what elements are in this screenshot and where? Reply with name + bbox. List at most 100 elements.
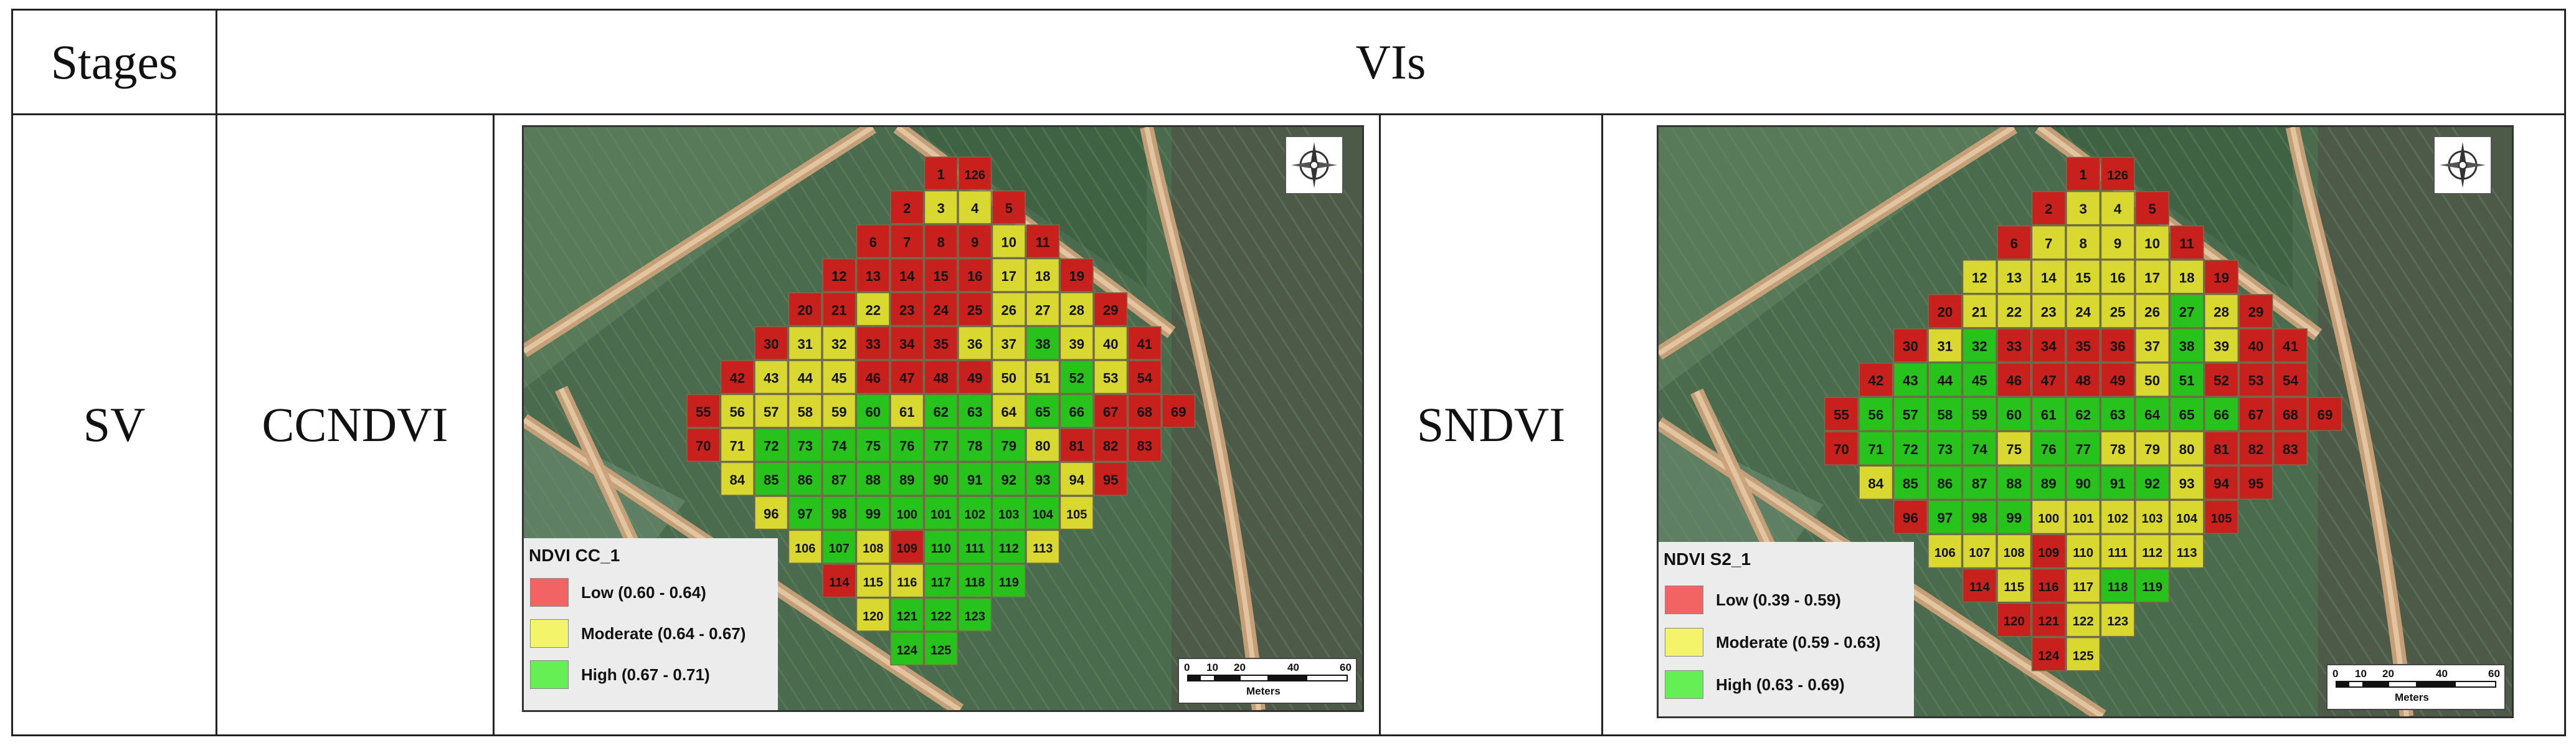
plot-cell [1997, 294, 2032, 328]
plot-cell [1859, 363, 1893, 397]
plot-cell [992, 529, 1026, 564]
plot-cell [958, 597, 992, 632]
plot-label: 62 [2075, 407, 2091, 423]
plot-label: 96 [764, 506, 779, 521]
plot-label: 71 [1868, 442, 1883, 457]
dirt-road-center [1659, 127, 2015, 356]
plot-label: 14 [2041, 270, 2057, 285]
plot-cell [2100, 156, 2135, 191]
plot-label: 52 [2214, 373, 2229, 389]
plot-label: 3 [937, 201, 945, 216]
plot-label: 22 [866, 302, 881, 318]
plot-label: 22 [2006, 305, 2022, 320]
plot-cell [788, 462, 822, 496]
plot-label: 83 [2283, 442, 2298, 457]
plot-cell [1962, 568, 1997, 603]
plot-cell [992, 292, 1026, 326]
plot-label: 123 [965, 610, 985, 624]
plot-label: 94 [2214, 476, 2229, 491]
plot-cell [2066, 191, 2101, 225]
plot-label: 7 [2045, 235, 2052, 251]
plot-label: 36 [2110, 339, 2126, 354]
plot-cell [2135, 568, 2170, 603]
plot-label: 81 [2214, 442, 2229, 457]
plot-label: 40 [1103, 336, 1118, 352]
plot-label: 24 [934, 302, 949, 318]
plot-cell [890, 564, 924, 598]
plot-cell [1962, 465, 1997, 500]
plot-label: 46 [2006, 373, 2022, 389]
orchard-row [1250, 127, 1362, 302]
plot-cell [788, 360, 822, 394]
plot-cell [2031, 637, 2066, 671]
plot-cell [2169, 431, 2204, 465]
plot-cell [890, 529, 924, 564]
plot-label: 54 [1137, 370, 1153, 386]
plot-label: 49 [2110, 373, 2126, 389]
column-divider-3 [1379, 113, 1381, 736]
plot-label: 42 [730, 370, 745, 386]
field-north [2052, 127, 2293, 291]
plot-label: 62 [934, 404, 949, 420]
sndvi-legend: NDVI S2_1 Low (0.39 - 0.59) Moderate (0.… [1659, 542, 1914, 716]
plot-label: 4 [971, 201, 979, 216]
plot-cell [1059, 428, 1094, 462]
plot-label: 122 [930, 610, 951, 624]
dirt-road-center [2290, 127, 2410, 716]
plot-cell [2031, 294, 2066, 328]
plot-cell [1928, 328, 1963, 363]
plot-label: 58 [1937, 407, 1953, 423]
plot-cell [2031, 568, 2066, 603]
plot-cell [1997, 397, 2032, 431]
plot-cell [2204, 397, 2239, 431]
plot-label: 75 [2006, 442, 2022, 457]
plot-cell [754, 360, 788, 394]
plot-cell [992, 564, 1026, 598]
plot-cell [822, 258, 856, 292]
plot-label: 93 [1035, 472, 1050, 488]
plot-label: 97 [1937, 510, 1953, 526]
plot-cell [2169, 294, 2204, 328]
scale-tick: 0 [2332, 668, 2339, 680]
plot-cell [992, 496, 1026, 530]
plot-cell [2066, 294, 2101, 328]
plot-cell [890, 496, 924, 530]
orchard-row [1128, 127, 1362, 493]
plot-cell [1928, 397, 1963, 431]
scale-tick: 20 [2382, 668, 2394, 680]
plot-cell [2066, 397, 2101, 431]
plot-label: 115 [2004, 581, 2024, 594]
plot-cell [2169, 260, 2204, 294]
orchard-row [2380, 127, 2512, 331]
plot-label: 53 [1103, 370, 1118, 386]
plot-label: 47 [2041, 373, 2057, 389]
orchard-row [1180, 127, 1362, 411]
plot-label: 5 [1005, 201, 1013, 216]
plot-label: 44 [798, 370, 813, 386]
plot-cell [992, 462, 1026, 496]
plot-label: 126 [2107, 169, 2128, 183]
plot-cell [924, 326, 958, 360]
plot-cell [2135, 431, 2170, 465]
ccndvi-map: 1 2 3 4 5 6 7 8 9 10 11 12 13 14 15 16 17 18 19 20 21 22 23 24 2… [522, 125, 1364, 712]
plot-cell [1026, 326, 1060, 360]
plot-cell [2100, 225, 2135, 260]
plot-label: 114 [829, 576, 850, 589]
plot-label: 84 [1868, 476, 1883, 491]
plot-cell [1127, 394, 1162, 428]
plot-label: 98 [1972, 510, 1987, 526]
plot-label: 44 [1937, 373, 1953, 389]
plot-label: 74 [831, 438, 847, 453]
orchard-row [1198, 127, 1362, 384]
plot-label: 64 [2144, 407, 2160, 423]
plot-label: 117 [2073, 581, 2093, 594]
plot-label: 31 [798, 336, 813, 352]
orchard-row [524, 214, 841, 710]
header-vis: VIs [1355, 34, 1426, 89]
plot-cell [2204, 260, 2239, 294]
scale-unit: Meters [1246, 685, 1281, 697]
plot-cell [788, 292, 822, 326]
plot-label: 118 [965, 576, 985, 589]
plot-label: 67 [1103, 404, 1118, 420]
plot-label: 48 [934, 370, 949, 386]
